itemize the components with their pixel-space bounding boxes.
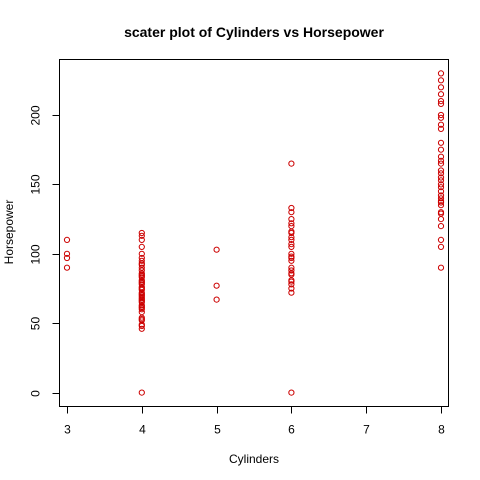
data-point [437, 181, 445, 188]
x-tick-label: 7 [363, 423, 370, 437]
x-tick-label: 3 [64, 423, 71, 437]
x-axis-label: Cylinders [229, 452, 279, 466]
data-point [138, 236, 145, 243]
data-point [437, 84, 445, 91]
y-tick-label: 200 [29, 105, 43, 125]
data-point [213, 246, 220, 253]
data-point [288, 234, 295, 241]
data-point [63, 250, 71, 257]
data-point [437, 121, 445, 128]
data-point [437, 153, 445, 160]
data-point [138, 232, 145, 239]
data-point [437, 77, 445, 84]
y-tick-label: 0 [29, 390, 43, 397]
data-point [138, 325, 145, 332]
data-point [437, 236, 445, 243]
data-point [288, 243, 295, 250]
data-point [437, 202, 445, 209]
data-point [288, 209, 295, 216]
data-point [437, 139, 445, 146]
data-point [63, 264, 71, 271]
data-point [437, 223, 445, 230]
data-point [437, 170, 445, 177]
data-point [63, 236, 71, 243]
data-point [437, 174, 445, 181]
data-point [437, 157, 445, 164]
y-axis: 0 50 100 150 200 [29, 105, 60, 397]
data-point [288, 289, 295, 296]
data-point [437, 184, 445, 191]
data-point [288, 278, 295, 285]
data-point [437, 111, 445, 119]
data-point [437, 243, 445, 250]
data-point [288, 389, 295, 396]
data-point [288, 216, 295, 223]
data-point [288, 229, 295, 237]
data-point [138, 243, 145, 250]
x-tick-label: 4 [139, 423, 146, 437]
x-tick-label: 6 [288, 423, 295, 437]
data-point [138, 250, 145, 257]
data-point [437, 125, 445, 132]
data-point [288, 236, 295, 243]
data-point [437, 114, 445, 121]
data-point [288, 241, 295, 248]
data-point [288, 204, 295, 212]
y-tick-label: 150 [29, 174, 43, 194]
data-point [437, 100, 445, 108]
data-point [437, 195, 445, 202]
data-point [437, 177, 445, 184]
y-axis-label: Horsepower [2, 200, 16, 265]
data-point [288, 257, 295, 264]
data-point [437, 188, 445, 195]
data-point [288, 267, 295, 274]
data-point [437, 216, 445, 223]
data-point [437, 199, 445, 206]
y-tick-label: 100 [29, 244, 43, 264]
data-point [437, 70, 445, 77]
data-point [63, 254, 71, 262]
chart-title: scater plot of Cylinders vs Horsepower [124, 24, 384, 40]
data-point [138, 389, 145, 396]
data-points [63, 70, 445, 396]
data-point [288, 250, 295, 257]
data-point [437, 146, 445, 153]
data-point [138, 322, 145, 330]
plot-frame [59, 59, 449, 407]
data-point [437, 264, 445, 271]
data-point [213, 296, 220, 303]
data-point [288, 281, 295, 288]
x-axis: 3 4 5 6 7 8 [64, 406, 445, 437]
data-point [437, 160, 445, 167]
data-point [288, 160, 295, 167]
data-point [288, 220, 295, 227]
data-point [437, 98, 445, 105]
y-tick-label: 50 [29, 317, 43, 331]
x-tick-label: 8 [438, 423, 445, 437]
data-point [138, 257, 145, 264]
x-tick-label: 5 [214, 423, 221, 437]
data-point [213, 282, 220, 289]
data-point [437, 167, 445, 174]
data-point [437, 91, 445, 98]
data-point [138, 229, 145, 237]
data-point [138, 306, 145, 313]
data-point [288, 285, 295, 292]
data-point [288, 254, 295, 262]
